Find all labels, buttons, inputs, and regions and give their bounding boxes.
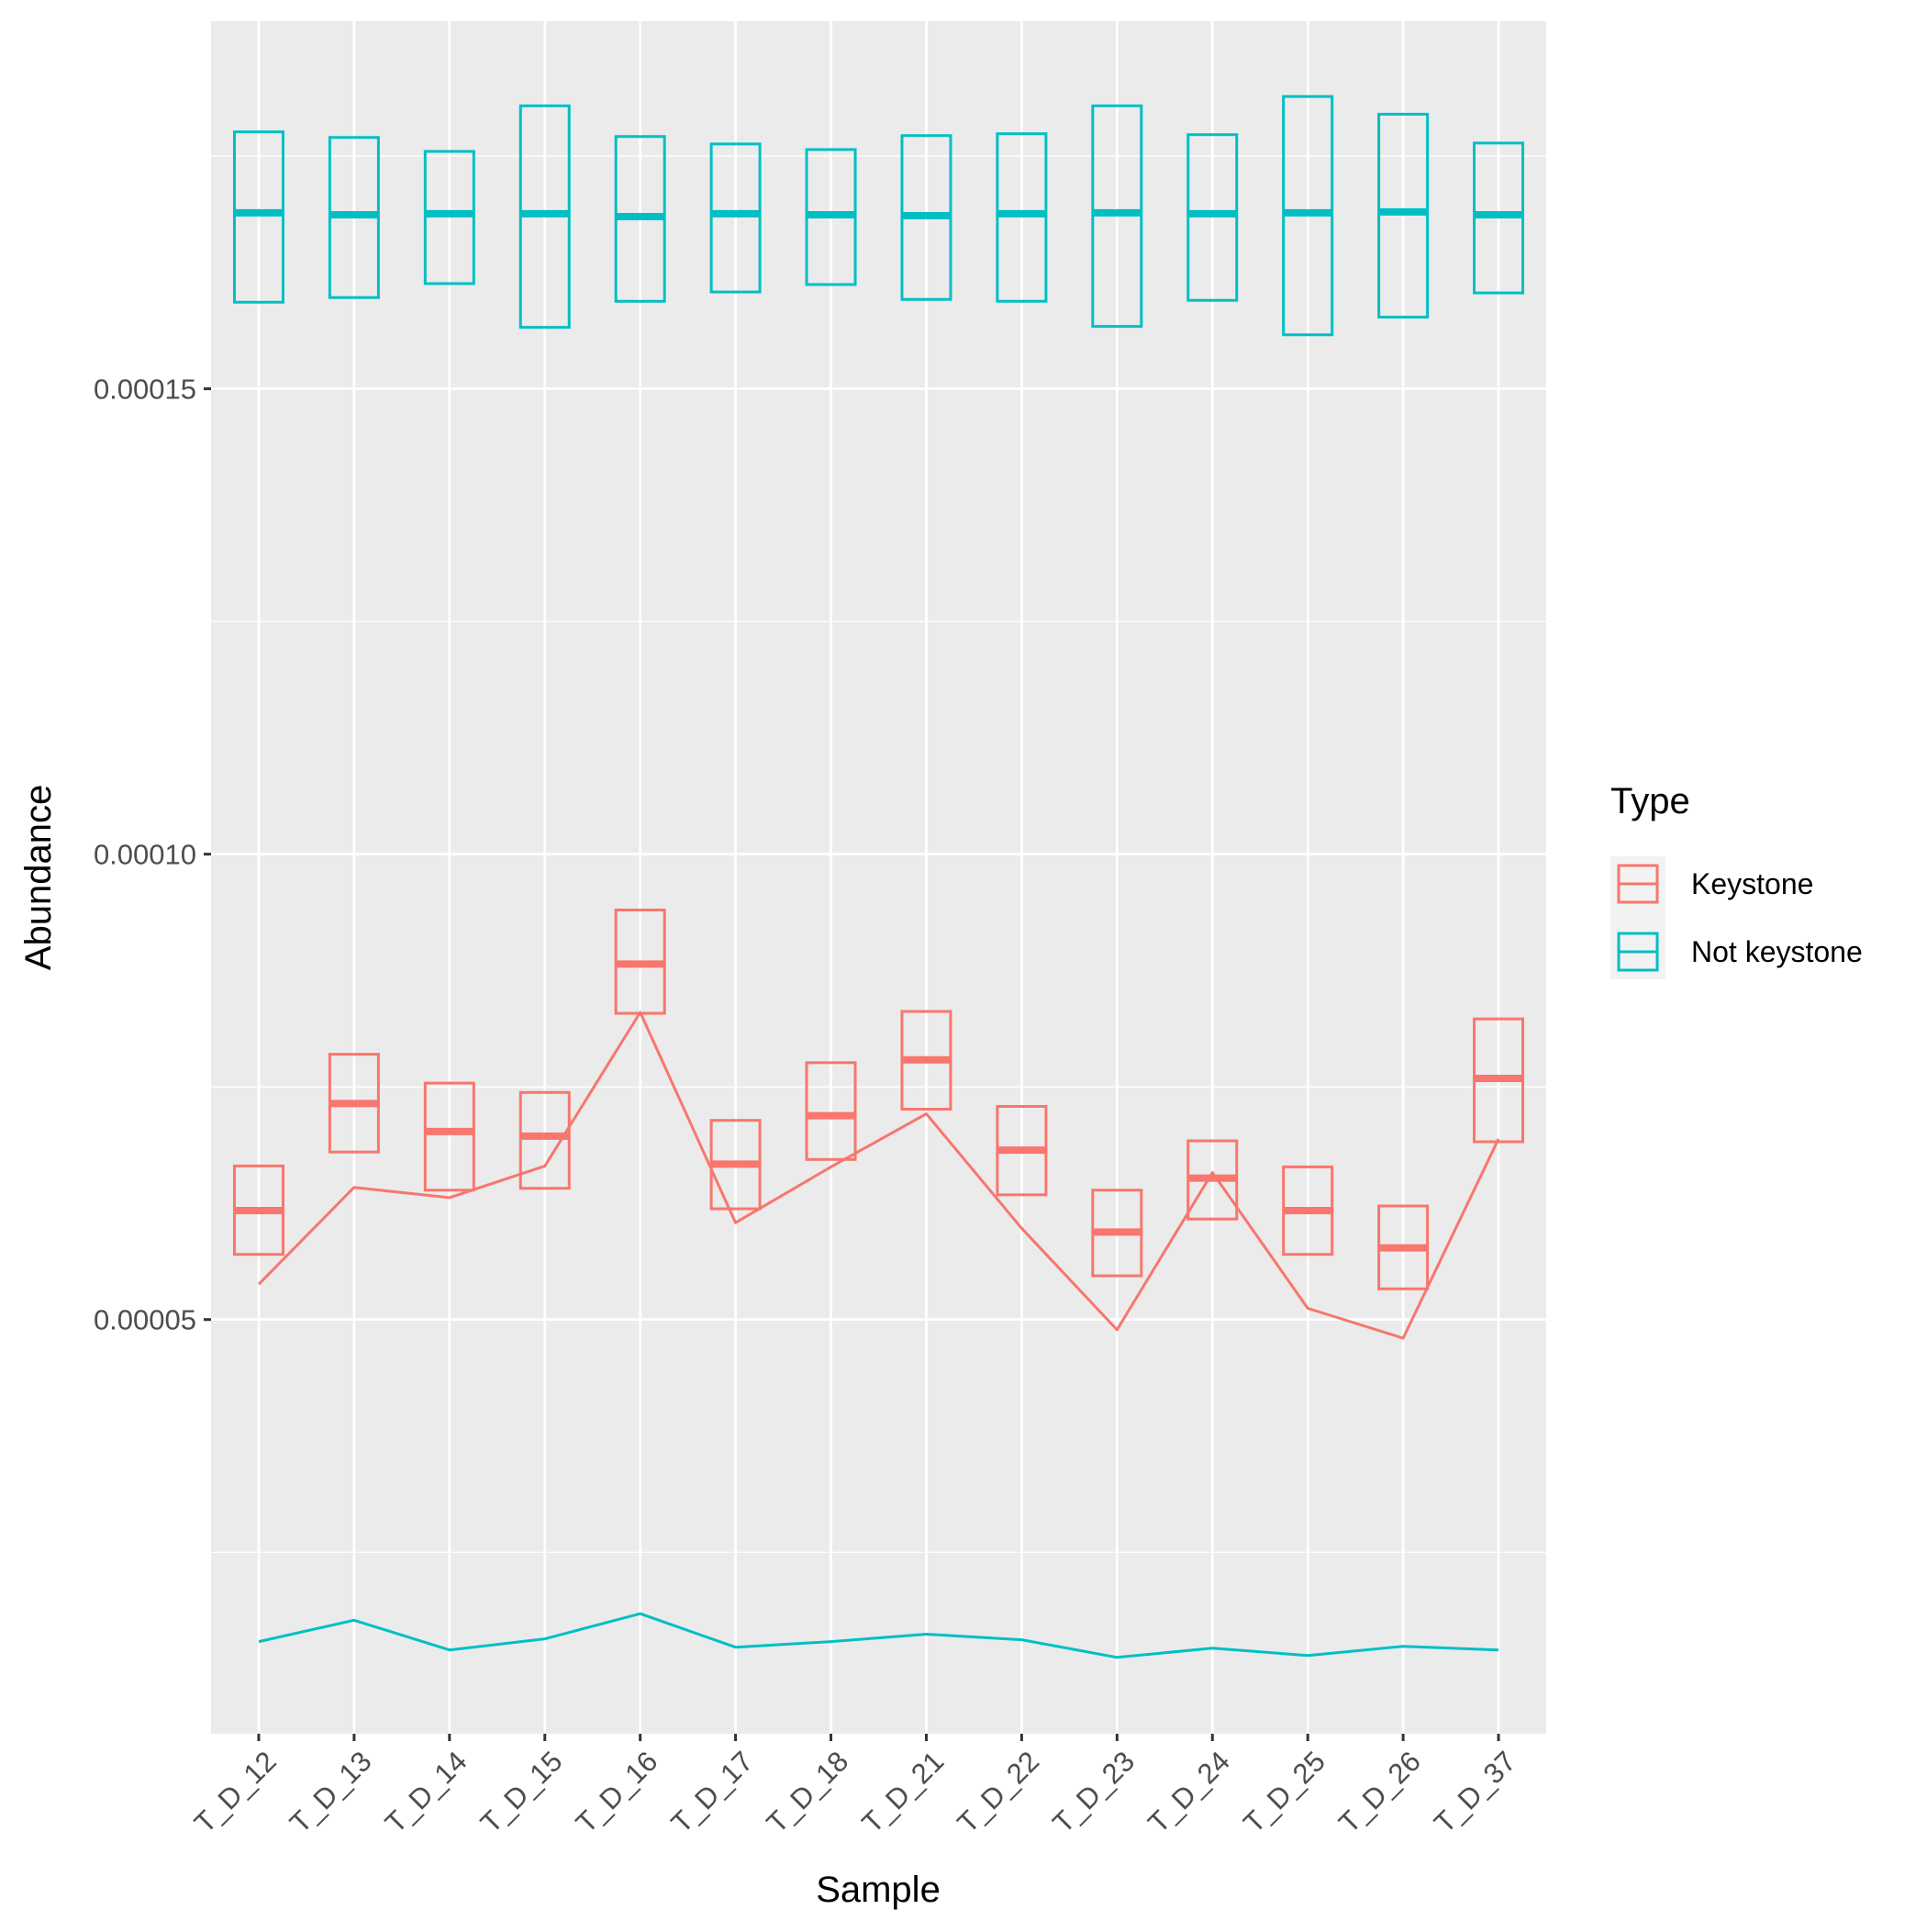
x-tick-label: T_D_23 (1046, 1745, 1141, 1839)
box-not-keystone (996, 132, 1048, 303)
series-boxes (232, 95, 1525, 1290)
x-tick-label: T_D_22 (951, 1745, 1045, 1839)
series-line-keystone (257, 1011, 1500, 1340)
x-tick-label: T_D_18 (761, 1745, 855, 1839)
box-not-keystone (1186, 133, 1239, 302)
x-tick-label: T_D_15 (474, 1745, 569, 1839)
x-tick-label: T_D_26 (1332, 1745, 1427, 1839)
x-tick-label: T_D_12 (188, 1745, 283, 1839)
legend-label: Not keystone (1691, 935, 1863, 968)
y-tick-label: 0.00010 (94, 839, 196, 871)
box-not-keystone (1377, 112, 1430, 318)
y-tick-label: 0.00005 (94, 1304, 196, 1336)
plot-panel (211, 21, 1546, 1734)
legend-label: Keystone (1691, 867, 1813, 900)
x-axis-title: Sample (816, 1870, 941, 1910)
box-keystone (805, 1061, 857, 1161)
box-not-keystone (232, 130, 284, 304)
x-tick-label: T_D_21 (855, 1745, 950, 1839)
x-tick-label: T_D_14 (379, 1745, 473, 1839)
x-tick-label: T_D_16 (570, 1745, 664, 1839)
y-axis: 0.00005 0.00010 0.00015 (94, 374, 211, 1336)
legend: Type Keystone Not keystone (1610, 781, 1863, 979)
legend-title: Type (1610, 781, 1690, 821)
x-tick-label: T_D_24 (1142, 1745, 1236, 1839)
x-tick-label: T_D_13 (284, 1745, 378, 1839)
gridlines (211, 21, 1546, 1734)
legend-items: Keystone Not keystone (1610, 856, 1863, 979)
x-tick-label: T_D_17 (665, 1745, 760, 1839)
y-axis-title: Abundance (18, 785, 59, 970)
series-lines (257, 1011, 1500, 1659)
box-not-keystone (709, 142, 762, 294)
x-axis: T_D_12 T_D_13 T_D_14 T_D_15 T_D_16 T_D_17 T_D_… (188, 1734, 1522, 1839)
box-keystone (423, 1081, 475, 1192)
series-line-not-keystone (258, 1612, 1499, 1659)
x-tick-label: T_D_37 (1428, 1745, 1522, 1839)
y-tick-label: 0.00015 (94, 374, 196, 406)
box-keystone (518, 1090, 571, 1190)
x-tick-label: T_D_25 (1237, 1745, 1331, 1839)
box-not-keystone (423, 150, 475, 285)
